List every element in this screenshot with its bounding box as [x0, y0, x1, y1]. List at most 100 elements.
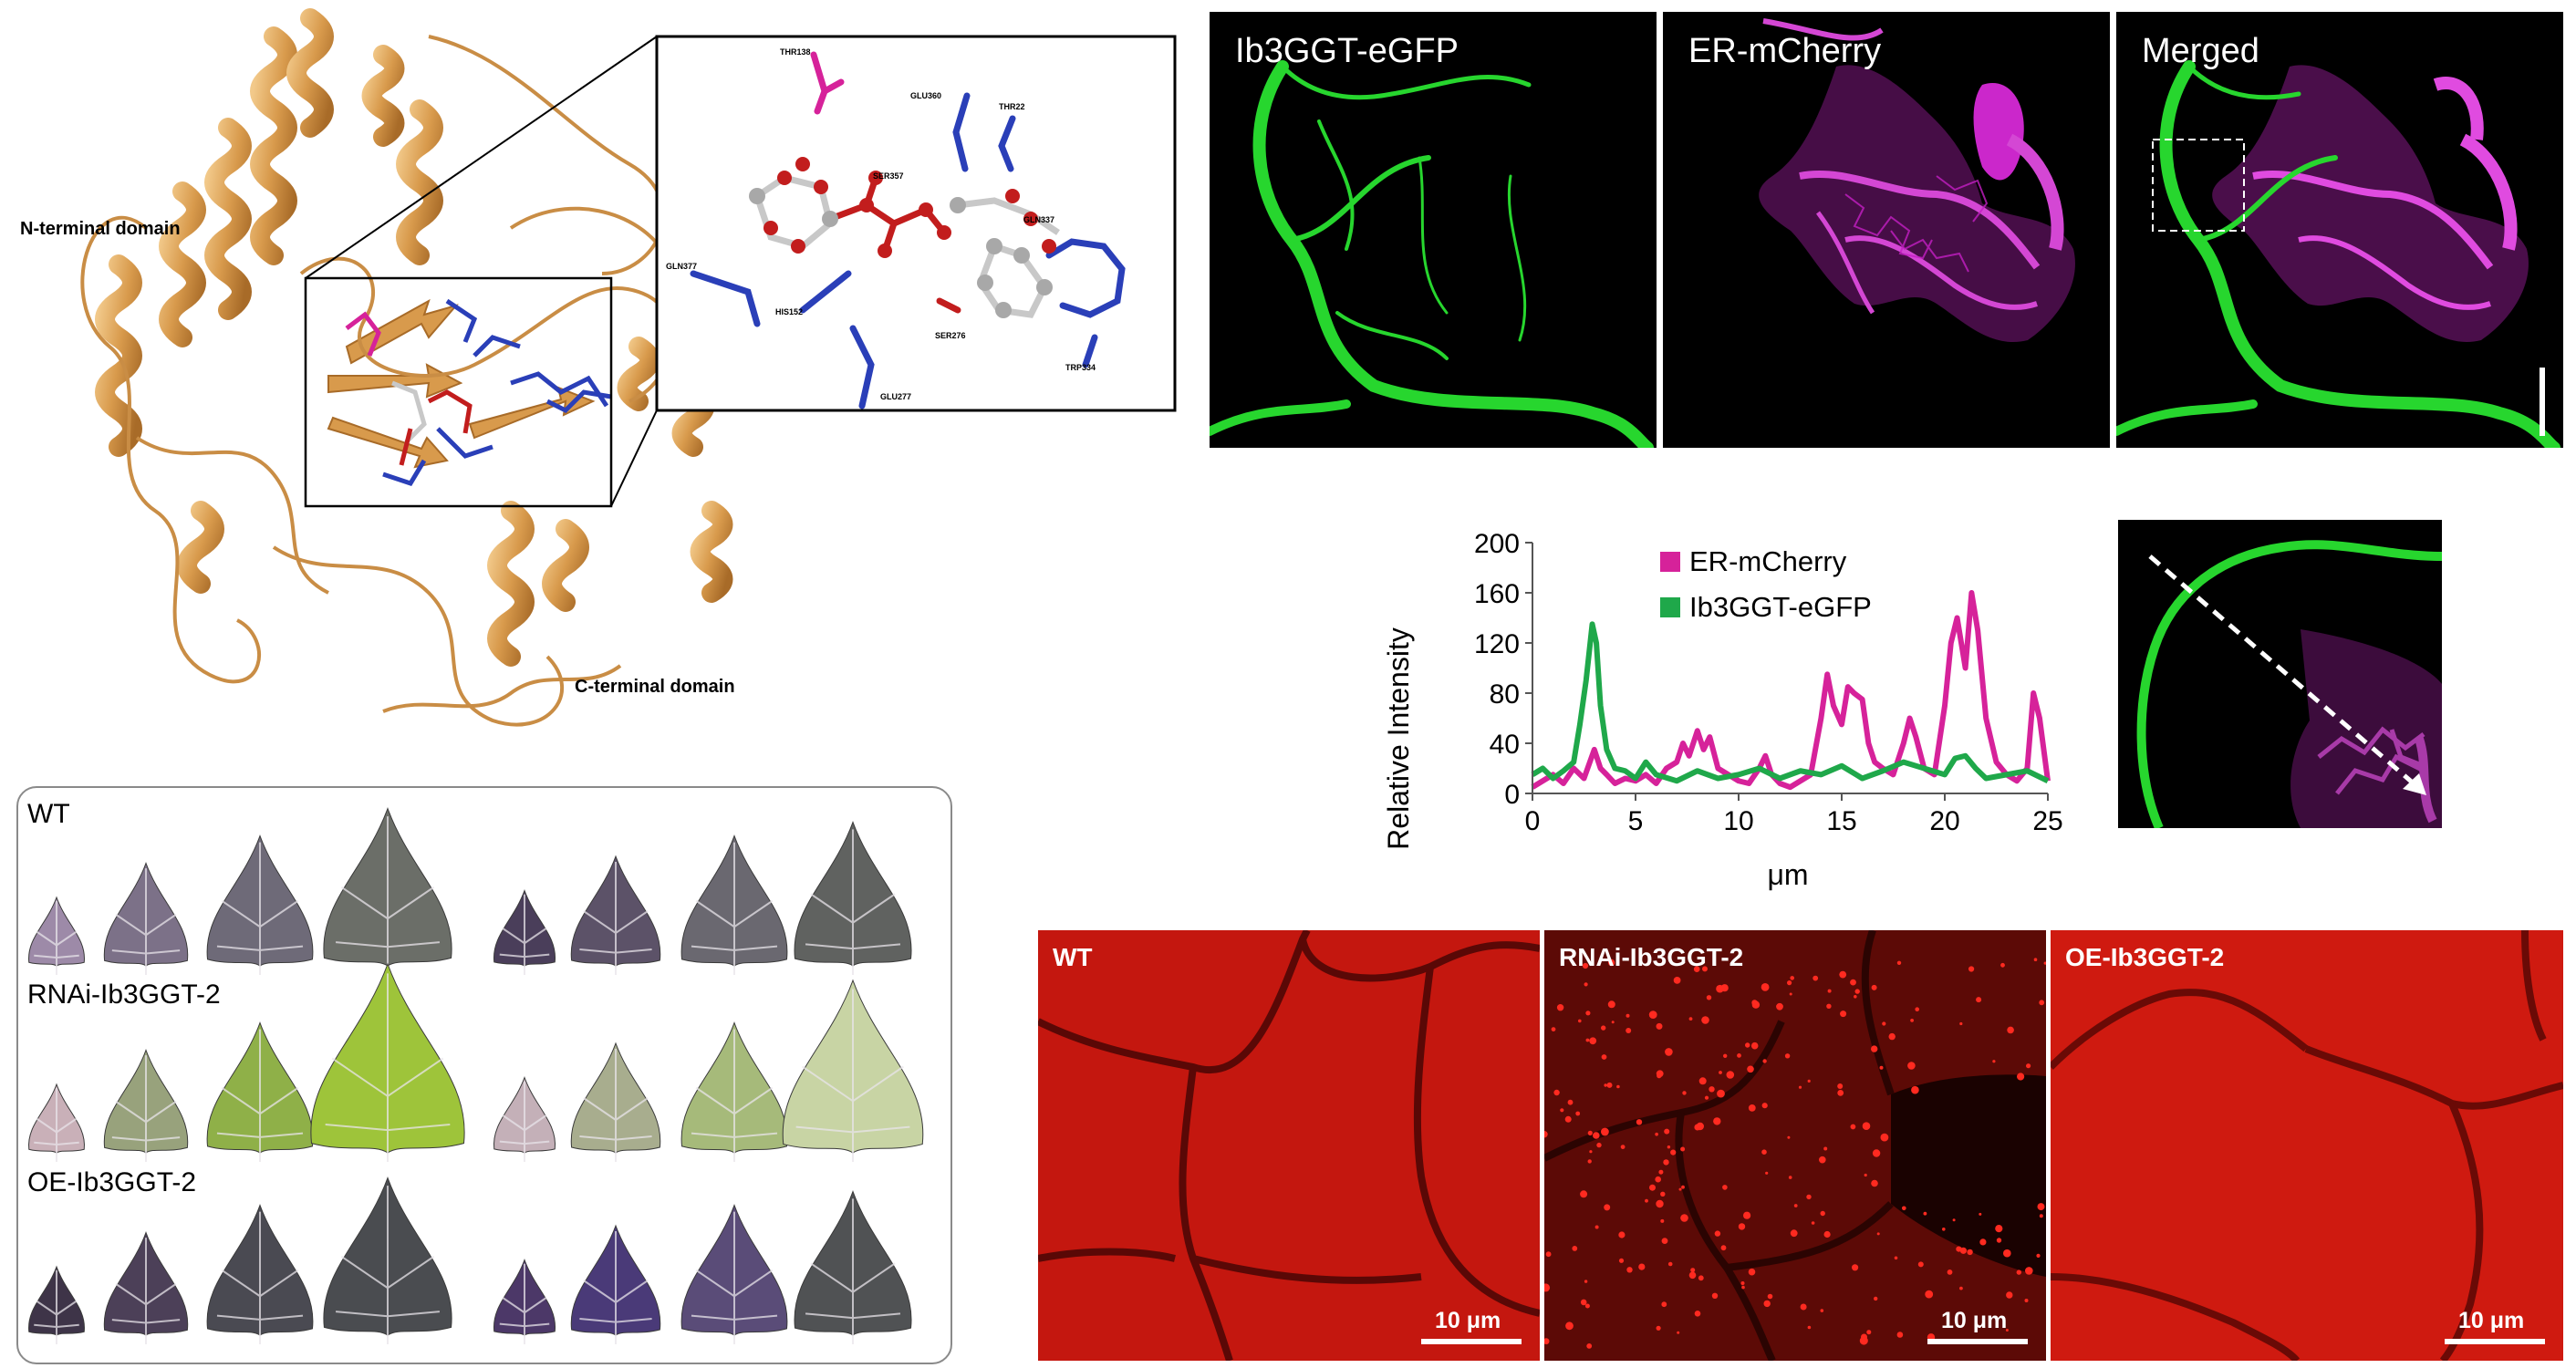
punctate-dot	[1586, 1343, 1593, 1349]
leaf-illustration	[28, 807, 924, 1344]
punctate-dot	[1722, 1185, 1728, 1190]
punctate-dot	[1677, 1331, 1680, 1334]
punctate-dot	[1564, 1115, 1572, 1123]
punctate-dot	[1880, 1133, 1889, 1142]
punctate-dot	[1638, 1263, 1646, 1270]
leaf-vein	[111, 1238, 181, 1344]
legend-swatch	[1660, 552, 1680, 572]
leaf-vein	[499, 1263, 550, 1344]
residue-label: GLU360	[910, 91, 942, 100]
punctate-dot	[1806, 1194, 1812, 1200]
punctate-dot	[1750, 1042, 1759, 1050]
leaf-vein	[111, 868, 181, 975]
leaf-vein	[499, 1081, 550, 1162]
y-tick-label: 120	[1474, 629, 1520, 659]
panel-label: ER-mCherry	[1688, 32, 1882, 70]
punctate-dot	[1661, 1301, 1667, 1308]
punctate-dot	[2037, 1203, 2045, 1211]
punctate-dot	[1664, 1128, 1670, 1135]
punctate-dot	[1807, 1079, 1811, 1083]
punctate-dot	[1740, 1281, 1745, 1285]
punctate-dot	[2007, 1026, 2014, 1034]
punctate-dot	[1578, 1019, 1582, 1023]
punctate-dot	[1544, 1283, 1551, 1292]
punctate-dot	[1544, 1131, 1548, 1138]
leaf-vein	[691, 1029, 778, 1162]
punctate-dot	[1596, 1142, 1602, 1148]
punctate-dot	[1560, 1108, 1564, 1113]
punctate-dot	[1876, 1232, 1880, 1236]
punctate-dot	[1871, 984, 1877, 990]
punctate-dot	[2006, 1291, 2013, 1299]
row-label-oe: OE-Ib3GGT-2	[27, 1167, 197, 1197]
punctate-dot	[1688, 1271, 1697, 1280]
punctate-dot	[1713, 1117, 1721, 1125]
punctate-dot	[1745, 1042, 1750, 1048]
punctate-dot	[1862, 1122, 1871, 1130]
residue-label: HIS152	[775, 307, 804, 316]
punctate-dot	[1706, 995, 1712, 1000]
punctate-dot	[1611, 1021, 1615, 1024]
punctate-dot	[1826, 1003, 1832, 1009]
residue-label: THR138	[780, 47, 811, 57]
punctate-dot	[1626, 1267, 1633, 1273]
zoom-region-box	[2152, 139, 2245, 232]
punctate-dot	[1587, 1130, 1593, 1135]
punctate-dot	[1636, 1119, 1643, 1125]
punctate-dot	[2036, 1253, 2041, 1258]
punctate-dot	[1995, 1225, 2003, 1233]
punctate-dot	[1660, 1218, 1665, 1223]
y-axis-title: Relative Intensity	[1382, 627, 1415, 850]
punctate-dot	[1565, 1321, 1574, 1331]
punctate-dot	[1923, 1211, 1927, 1216]
punctate-dot	[1864, 1173, 1867, 1177]
leaf-vein	[579, 1231, 652, 1344]
punctate-dot	[1667, 1145, 1671, 1149]
punctate-dot	[1871, 1179, 1878, 1187]
punctate-dot	[1790, 976, 1794, 980]
leaf-vein	[216, 1029, 304, 1162]
punctate-dot	[1787, 980, 1792, 986]
punctate-dot	[1704, 1095, 1709, 1100]
punctate-dot	[1670, 1149, 1677, 1156]
punctate-dot	[1665, 1048, 1673, 1056]
punctate-dot	[1698, 1077, 1707, 1085]
panel-label: Merged	[2142, 32, 2259, 70]
punctate-dot	[1582, 962, 1589, 969]
punctate-dot	[1917, 1261, 1924, 1268]
leaf-vein	[335, 816, 441, 975]
punctate-dot	[1656, 1325, 1661, 1331]
x-axis-title: μm	[1767, 858, 1808, 891]
punctate-dot	[1604, 1204, 1611, 1211]
punctate-dot	[1811, 1221, 1815, 1225]
punctate-dot	[1854, 989, 1860, 994]
punctate-dot	[1607, 1000, 1615, 1009]
residue-label: GLN377	[666, 262, 698, 271]
punctate-dot	[1823, 1146, 1828, 1151]
scale-bar-label: 10 μm	[1941, 1308, 2008, 1333]
punctate-dot	[1696, 1122, 1704, 1131]
punctate-dot	[1790, 1229, 1798, 1238]
punctate-dot	[1942, 1228, 1946, 1231]
punctate-dot	[1693, 966, 1700, 972]
punctate-dot	[1556, 1004, 1564, 1011]
punctate-dot	[1667, 1261, 1673, 1267]
eGFP-micrograph: Ib3GGT-eGFP	[1210, 12, 1657, 448]
punctate-dot	[1789, 992, 1792, 996]
punctate-dot	[1660, 1191, 1666, 1197]
punctate-dot	[1787, 1135, 1791, 1139]
punctate-dot	[1761, 1149, 1767, 1155]
punctate-dot	[1823, 1230, 1831, 1238]
punctate-dot	[1589, 1150, 1593, 1154]
punctate-dot	[1657, 1073, 1662, 1079]
series-line-ib3ggt-egfp	[1531, 621, 2050, 784]
punctate-dot	[1902, 1206, 1906, 1211]
punctate-dot	[1839, 970, 1847, 979]
staining-micrograph-rnai: RNAi-Ib3GGT-2 10 μm	[1544, 930, 2046, 1361]
punctate-dot	[1607, 959, 1615, 967]
punctate-dot	[1854, 995, 1857, 999]
zoomed-inset-micrograph	[2118, 520, 2442, 828]
punctate-dot	[1649, 1184, 1656, 1191]
punctate-dot	[1959, 1286, 1963, 1290]
leaf-vein	[579, 1049, 652, 1162]
